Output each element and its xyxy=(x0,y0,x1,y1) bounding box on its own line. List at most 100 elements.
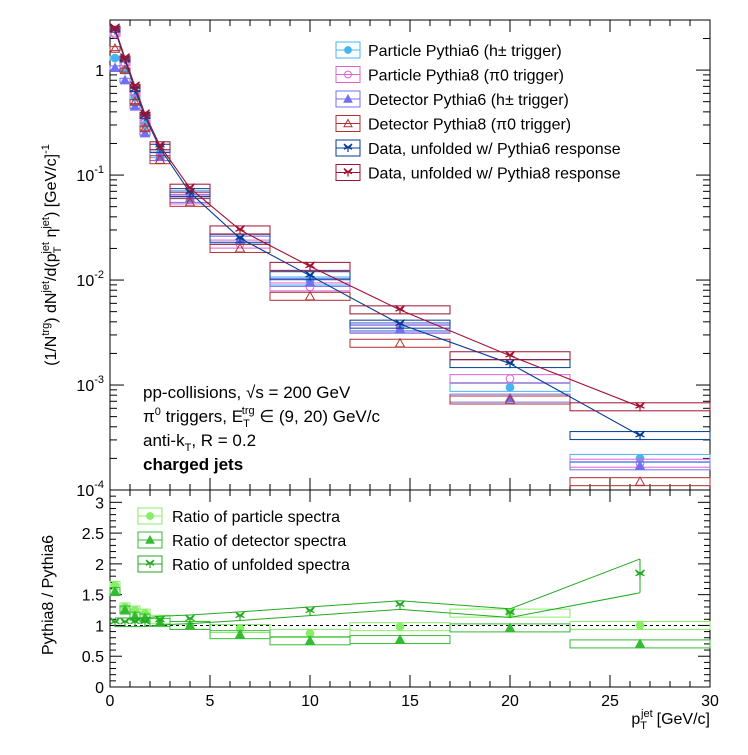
annotation-line-1: pp-collisions, √s = 200 GeV xyxy=(143,383,351,402)
legend-label: Particle Pythia6 (h± trigger) xyxy=(368,43,562,60)
data-point xyxy=(504,622,516,632)
data-point xyxy=(505,358,515,369)
data-point xyxy=(109,62,121,72)
data-point xyxy=(395,304,405,315)
data-point xyxy=(129,96,141,106)
ratio-y-tick-label: 2 xyxy=(95,557,104,574)
data-point xyxy=(304,290,316,301)
unfolded-curve xyxy=(114,28,641,408)
spectra-series-4 xyxy=(109,25,711,441)
svg-text:(1/Ntrg) dNjet/d(pTjet ηjet) [: (1/Ntrg) dNjet/d(pTjet ηjet) [GeV/c]-1 xyxy=(40,144,64,366)
ratio-y-tick-label: 3 xyxy=(95,495,104,512)
annotation-line-3: anti-kT, R = 0.2 xyxy=(143,431,256,454)
data-point xyxy=(184,196,196,207)
legend-label: Data, unfolded w/ Pythia6 response xyxy=(368,141,621,158)
data-point xyxy=(110,53,120,63)
ratio-y-tick-label: 0 xyxy=(95,680,104,697)
x-tick-label: 25 xyxy=(601,693,619,710)
legend-entry: Ratio of detector spectra xyxy=(137,531,346,550)
data-point xyxy=(130,617,140,627)
data-point xyxy=(139,122,151,133)
data-point xyxy=(110,617,120,627)
data-point xyxy=(304,635,316,645)
data-point xyxy=(184,619,196,630)
legend-label: Data, unfolded w/ Pythia8 response xyxy=(368,166,621,183)
ratio-y-tick-label: 2.5 xyxy=(82,526,104,543)
spectra-y-tick-label: 10-4 xyxy=(76,479,104,500)
ratio-y-tick-label: 0.5 xyxy=(82,649,104,666)
data-point xyxy=(304,276,316,287)
ratio-legend: Ratio of particle spectra Ratio of detect… xyxy=(137,507,350,574)
data-point xyxy=(140,617,150,627)
data-point xyxy=(119,74,131,85)
data-point xyxy=(505,350,515,361)
data-point xyxy=(395,622,405,631)
data-point xyxy=(505,383,515,392)
data-point xyxy=(395,600,405,610)
legend-entry: Particle Pythia8 (π0 trigger) xyxy=(335,66,564,85)
spectra-y-tick-label: 10-3 xyxy=(76,374,104,395)
data-point xyxy=(395,319,405,329)
x-tick-label: 15 xyxy=(401,693,419,710)
data-point xyxy=(505,608,515,618)
data-point xyxy=(119,604,131,615)
data-point xyxy=(634,460,646,470)
legend-marker xyxy=(344,46,352,54)
data-point xyxy=(305,270,315,281)
legend-entry: Detector Pythia6 (h± trigger) xyxy=(335,90,569,109)
spectra-y-tick-label: 10-1 xyxy=(76,164,104,185)
data-point xyxy=(185,614,195,624)
data-point xyxy=(504,394,516,405)
legend-entry: Particle Pythia6 (h± trigger) xyxy=(335,41,562,60)
data-point xyxy=(635,401,645,412)
data-point xyxy=(635,430,645,441)
legend-entry: Ratio of unfolded spectra xyxy=(137,555,350,574)
spectra-plot-area xyxy=(109,23,711,487)
data-point xyxy=(635,621,645,630)
data-point xyxy=(129,100,141,111)
ratio-y-axis-title: Pythia8 / Pythia6 xyxy=(40,535,57,655)
data-point xyxy=(109,586,121,596)
data-point xyxy=(120,617,130,627)
ratio-axes: 00.511.522.530 5 10 15 20 25 30 xyxy=(82,489,719,710)
ratio-plot-area xyxy=(109,558,711,649)
annotation-line-2: π0 triggers, ETtrg ∈ (9, 20) GeV/c xyxy=(143,405,380,430)
legend-entry: Ratio of particle spectra xyxy=(137,507,340,526)
data-point xyxy=(394,323,406,334)
legend-label: Ratio of detector spectra xyxy=(172,533,346,550)
legend-label: Ratio of particle spectra xyxy=(172,509,340,526)
spectra-y-axis-title: (1/Ntrg) dNjet/d(pTjet ηjet) [GeV/c]-1 xyxy=(40,144,64,366)
data-point xyxy=(635,569,645,579)
data-point xyxy=(185,183,195,193)
x-tick-label: 5 xyxy=(206,693,215,710)
data-point xyxy=(155,615,165,626)
data-point xyxy=(305,606,315,616)
x-tick-label: 0 xyxy=(106,693,115,710)
data-point xyxy=(234,629,246,639)
systematic-box xyxy=(569,477,711,487)
systematic-box xyxy=(119,67,131,73)
legend-label: Ratio of unfolded spectra xyxy=(172,557,350,574)
spectra-series-5 xyxy=(109,23,711,412)
data-point xyxy=(305,261,315,271)
data-point xyxy=(235,224,245,235)
systematic-box xyxy=(109,46,121,52)
legend-marker xyxy=(343,168,353,177)
legend-label: Detector Pythia8 (π0 trigger) xyxy=(368,117,571,134)
data-point xyxy=(130,81,140,91)
annotation-block: pp-collisions, √s = 200 GeV π0 triggers,… xyxy=(143,383,380,474)
x-tick-label: 20 xyxy=(501,693,519,710)
legend-marker xyxy=(145,534,155,544)
legend-marker xyxy=(343,93,353,103)
systematic-box xyxy=(349,338,451,348)
legend-label: Detector Pythia6 (h± trigger) xyxy=(368,92,569,109)
data-point xyxy=(235,611,245,621)
spectra-y-tick-label: 10-2 xyxy=(76,269,104,290)
data-point xyxy=(154,154,166,164)
x-tick-label: 30 xyxy=(701,693,719,710)
data-point xyxy=(109,43,121,53)
data-point xyxy=(120,53,130,63)
legend-entry: Data, unfolded w/ Pythia6 response xyxy=(335,139,621,158)
data-point xyxy=(235,233,245,243)
x-axis-title: pTjet [GeV/c] xyxy=(631,708,710,732)
